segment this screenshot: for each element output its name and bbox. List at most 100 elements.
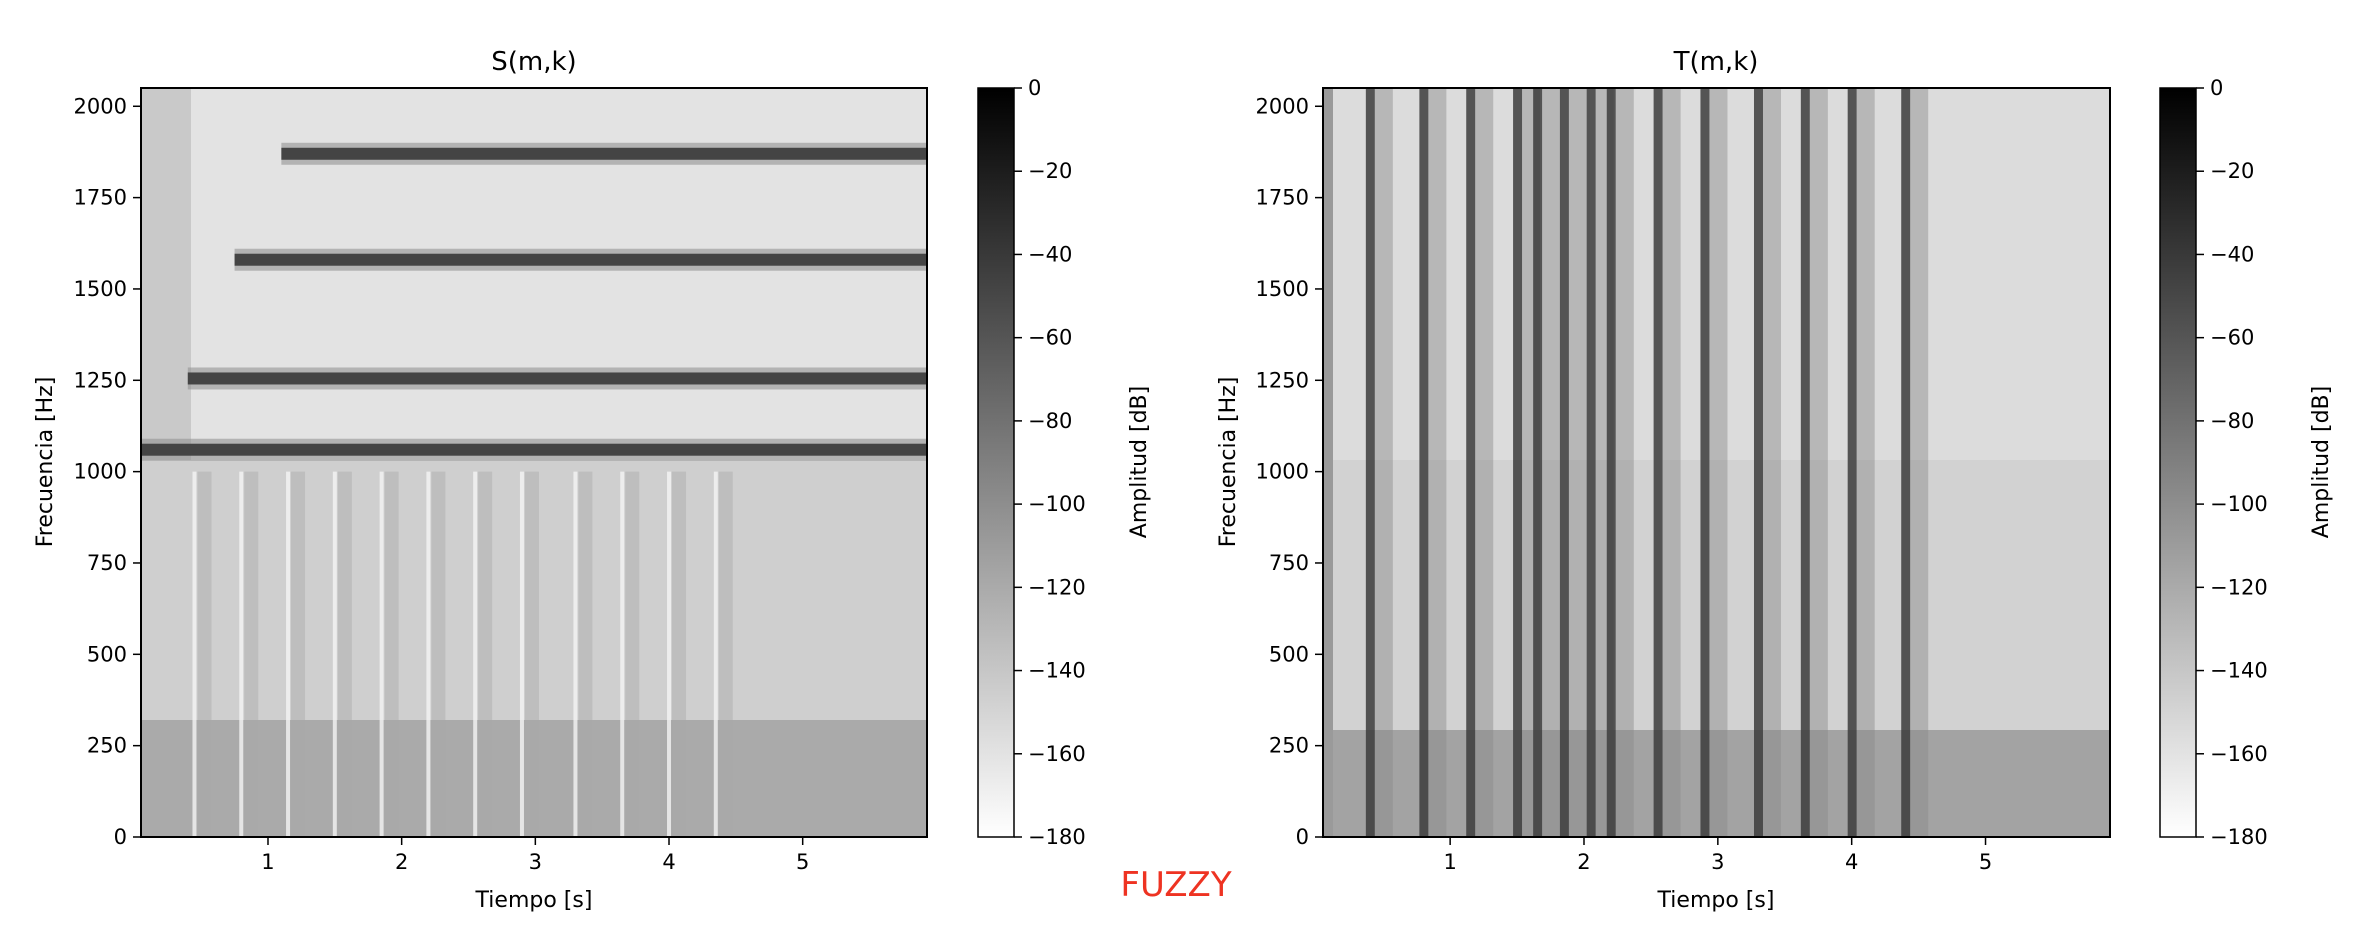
colorbar-tick-label: −180 [2210,825,2268,849]
colorbar-tick-label: 0 [2210,76,2223,100]
x-axis: 1 2 3 4 5 [261,837,809,874]
colorbar-ticks: 0 −20 −40 −60 −80 −100 −120 −140 −160 −180 [2196,76,2268,849]
colorbar-tick-label: −20 [1028,159,1072,183]
transient-stripe [718,471,733,837]
y-tick-label: 250 [1269,734,1309,758]
chart-title: T(m,k) [1673,47,1759,77]
transient-stripe [332,471,337,837]
colorbar-tick-label: −80 [1028,409,1072,433]
transient-stripe [1753,88,1763,837]
colorbar-tick-label: −60 [2210,326,2254,350]
y-tick-label: 1750 [74,186,127,210]
transient-stripe [1466,88,1476,837]
x-axis-label: Tiempo [s] [475,888,593,913]
y-tick-label: 1000 [74,460,127,484]
colorbar-tick-label: −160 [1028,742,1086,766]
colorbar [2159,87,2197,838]
transient-stripe [1365,88,1375,837]
x-axis-label: Tiempo [s] [1657,888,1775,913]
plot-frame [140,87,928,838]
transient-stripe [620,471,625,837]
transient-stripe [291,471,306,837]
transient-stripe [1809,88,1828,837]
transient-stripe [1615,88,1634,837]
y-axis-label: Frecuencia [Hz] [1216,377,1241,548]
transient-stripe [384,471,399,837]
harmonic-band [187,372,928,385]
heatmap-area [141,88,928,837]
x-tick-label: 5 [1979,850,1992,874]
transient-stripe [1700,88,1710,837]
colorbar-label: Amplitud [dB] [1127,386,1152,538]
x-tick-label: 4 [662,850,675,874]
transient-stripe [431,471,446,837]
x-tick-label: 3 [1711,850,1724,874]
x-tick-label: 1 [261,850,274,874]
transient-stripe [578,471,593,837]
transient-stripe [244,471,259,837]
y-tick-label: 1250 [74,368,127,392]
x-tick-label: 1 [1443,850,1456,874]
transient-stripe [1533,88,1543,837]
transient-stripe [1513,88,1523,837]
transient-stripe [239,471,244,837]
y-tick-label: 1000 [1256,460,1309,484]
transient-stripe [573,471,578,837]
colorbar-tick-label: −120 [1028,575,1086,599]
colorbar-tick-label: −80 [2210,409,2254,433]
transient-stripe [672,471,687,837]
transient-stripe [1847,88,1857,837]
transient-stripe [1653,88,1663,837]
colorbar-tick-label: −20 [2210,159,2254,183]
transient-stripe [192,471,197,837]
y-tick-label: 2000 [74,94,127,118]
transient-stripe [1374,88,1393,837]
y-tick-label: 1250 [1256,368,1309,392]
transient-lines [192,471,733,837]
transient-stripe [478,471,493,837]
y-tick-label: 1500 [74,277,127,301]
x-tick-label: 4 [1845,850,1858,874]
colorbar-tick-label: −100 [1028,492,1086,516]
transient-stripe [1559,88,1569,837]
transient-stripe [1762,88,1781,837]
colorbar-tick-label: −40 [1028,242,1072,266]
transient-stripe [1800,88,1810,837]
transient-stripe [337,471,352,837]
transient-stripe [1428,88,1447,837]
chart-title: S(m,k) [491,47,576,77]
transient-stripe [286,471,291,837]
transient-stripe [625,471,640,837]
transient-stripe [1542,88,1561,837]
y-tick-label: 500 [1269,642,1309,666]
transient-stripe [1709,88,1728,837]
colorbar-tick-label: −160 [2210,742,2268,766]
y-tick-label: 250 [87,734,127,758]
colorbar-tick-label: −60 [1028,326,1072,350]
transient-stripe [1568,88,1587,837]
y-tick-label: 1750 [1256,186,1309,210]
x-tick-label: 2 [395,850,408,874]
x-axis: 1 2 3 4 5 [1443,837,1992,874]
transient-stripe [197,471,212,837]
colorbar-label: Amplitud [dB] [2309,386,2334,538]
colorbar-ticks: 0 −20 −40 −60 −80 −100 −120 −140 −160 −180 [1014,76,1086,849]
figure-label: FUZZY [1120,865,1231,905]
y-tick-label: 500 [87,642,127,666]
y-tick-label: 0 [1296,825,1309,849]
colorbar-tick-label: −180 [1028,825,1086,849]
transient-stripe [1606,88,1616,837]
harmonic-band [141,443,927,456]
harmonic-band [234,253,928,266]
transient-stripe [519,471,524,837]
heatmap-area [1323,88,2110,837]
spectrogram-panel-s: S(m,k) 1 2 3 4 5 0 250 500 750 1000 1250 1500 1750 2… [33,47,1152,913]
transient-stripe [1586,88,1596,837]
x-tick-label: 5 [796,850,809,874]
transient-stripe [1910,88,1929,837]
y-tick-label: 750 [87,551,127,575]
colorbar-tick-label: −140 [1028,659,1086,683]
y-axis: 0 250 500 750 1000 1250 1500 1750 2000 [74,94,141,849]
transient-stripe [1856,88,1875,837]
